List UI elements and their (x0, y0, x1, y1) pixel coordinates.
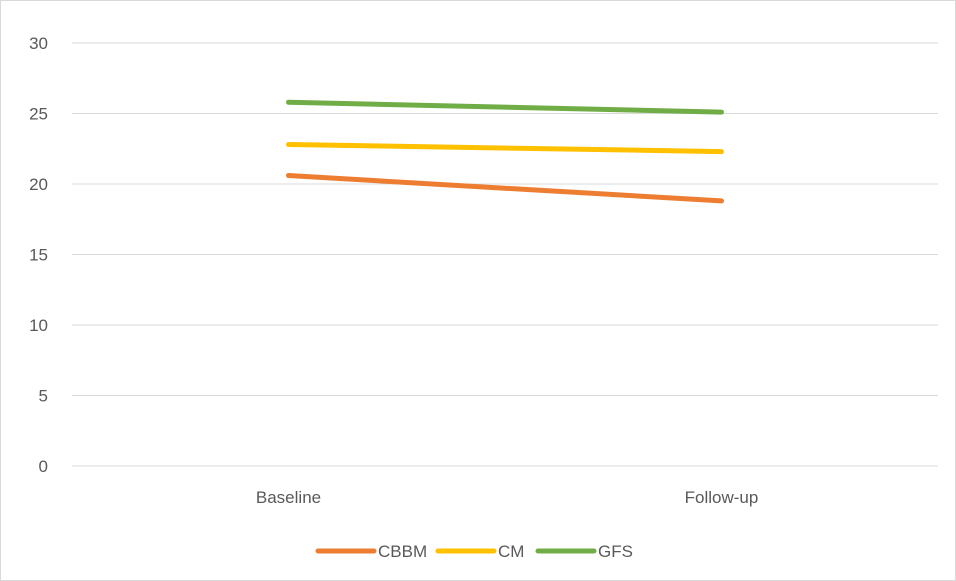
y-tick-label: 25 (29, 105, 48, 124)
y-tick-label: 20 (29, 175, 48, 194)
series-line-cm (286, 142, 724, 155)
gridlines (72, 42, 938, 467)
legend-label: CM (498, 542, 524, 561)
y-tick-label: 0 (39, 457, 48, 476)
y-tick-label: 30 (29, 34, 48, 53)
y-tick-label: 15 (29, 246, 48, 265)
legend-item-cbbm: CBBM (315, 542, 427, 561)
x-axis-tick-labels: Baseline Follow-up (256, 488, 758, 507)
series-line-gfs (286, 99, 724, 115)
legend-item-gfs: GFS (535, 542, 633, 561)
legend-label: CBBM (378, 542, 427, 561)
legend: CBBM CM GFS (315, 542, 633, 561)
y-tick-label: 5 (39, 387, 48, 406)
y-tick-label: 10 (29, 316, 48, 335)
x-tick-label: Baseline (256, 488, 321, 507)
legend-item-cm: CM (435, 542, 524, 561)
legend-label: GFS (598, 542, 633, 561)
x-tick-label: Follow-up (685, 488, 759, 507)
series-line-cbbm (286, 173, 724, 204)
series-lines (286, 99, 724, 204)
y-axis-tick-labels: 0 5 10 15 20 25 30 (29, 34, 48, 476)
